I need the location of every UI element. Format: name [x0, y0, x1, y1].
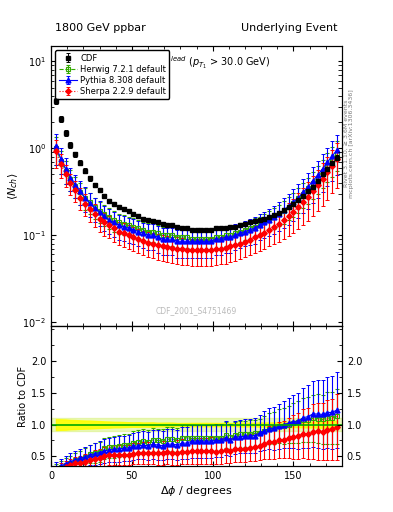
- Text: mcplots.cern.ch [arXiv:1306.3436]: mcplots.cern.ch [arXiv:1306.3436]: [349, 89, 354, 198]
- Text: Underlying Event: Underlying Event: [241, 23, 338, 33]
- Y-axis label: $\langle N_{ch}\rangle$: $\langle N_{ch}\rangle$: [6, 172, 20, 200]
- Text: Rivet 3.1.10, ≥ 3.6M events: Rivet 3.1.10, ≥ 3.6M events: [344, 100, 349, 187]
- Text: 1800 GeV ppbar: 1800 GeV ppbar: [55, 23, 146, 33]
- Y-axis label: Ratio to CDF: Ratio to CDF: [18, 366, 28, 426]
- Text: CDF_2001_S4751469: CDF_2001_S4751469: [156, 306, 237, 315]
- Legend: CDF, Herwig 7.2.1 default, Pythia 8.308 default, Sherpa 2.2.9 default: CDF, Herwig 7.2.1 default, Pythia 8.308 …: [55, 50, 169, 99]
- X-axis label: $\Delta\phi$ / degrees: $\Delta\phi$ / degrees: [160, 483, 233, 498]
- Text: $\langle N_{ch}\rangle$ vs $\phi^{lead}$ ($p_{T_1}$ > 30.0 GeV): $\langle N_{ch}\rangle$ vs $\phi^{lead}$…: [123, 54, 270, 71]
